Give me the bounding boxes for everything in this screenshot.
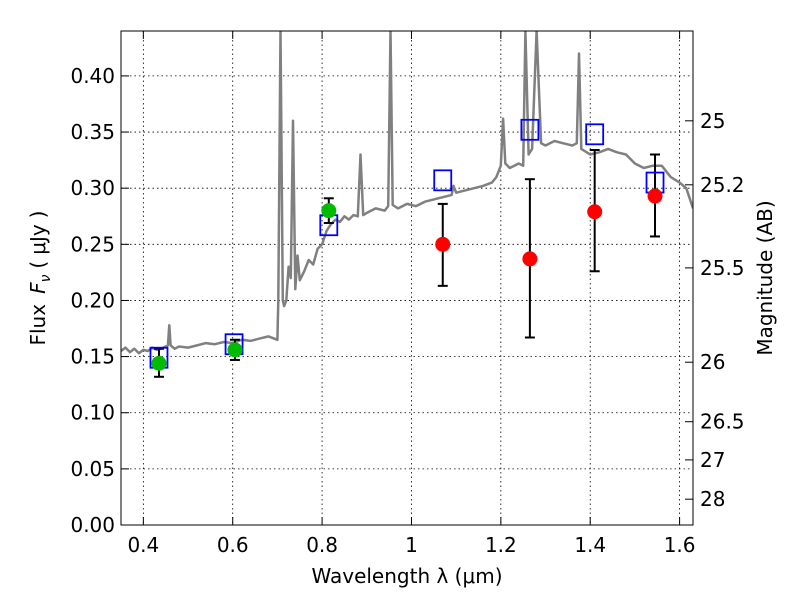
- y-axis-label-subscript: ν: [38, 274, 54, 282]
- x-tick-label: 1.6: [664, 533, 696, 557]
- x-tick-label: 1.2: [485, 533, 517, 557]
- model-square: [520, 118, 540, 141]
- spectrum-line: [121, 31, 693, 355]
- y-tick-label: 0.30: [70, 176, 115, 200]
- nir-point: [587, 204, 603, 220]
- y-tick-label: 0.05: [70, 457, 115, 481]
- y-tick-label: 0.25: [70, 232, 115, 256]
- y-axis-label: Flux Fν ( μJy): [26, 210, 54, 345]
- y-axis-label-symbol: F: [26, 282, 50, 294]
- y-axis-label-close-paren: ): [26, 210, 50, 218]
- optical-point: [321, 203, 337, 219]
- right-tick-label: 28: [700, 487, 725, 511]
- right-tick-label: 26: [700, 350, 725, 374]
- right-tick-label: 25.5: [700, 256, 745, 280]
- y-tick-label: 0.35: [70, 120, 115, 144]
- grid: [121, 31, 693, 526]
- model-square: [433, 169, 453, 192]
- right-tick-label: 26.5: [700, 410, 745, 434]
- y-axis-label-unit: μJy: [26, 224, 50, 255]
- nir-point: [522, 251, 538, 267]
- x-tick-label: 0.4: [127, 533, 159, 557]
- x-tick-label: 0.8: [306, 533, 338, 557]
- optical-point: [151, 355, 167, 371]
- x-tick-label: 1.4: [574, 533, 606, 557]
- x-axis-label: Wavelength λ (μm): [311, 564, 502, 588]
- spectrum-layer: [121, 31, 693, 355]
- plot-frame: [120, 30, 694, 526]
- y-tick-label: 0.10: [70, 401, 115, 425]
- y-tick-label: 0.15: [70, 345, 115, 369]
- right-axis-label: Magnitude (AB): [753, 200, 777, 355]
- nir-point: [647, 188, 663, 204]
- optical-point: [227, 342, 243, 358]
- x-tick-label: 1: [405, 533, 418, 557]
- right-tick-label: 25.2: [700, 173, 745, 197]
- tick-labels: 0.4 0.6 0.8 1 1.2 1.4 1.6 0.00 0.05 0.10 0.15 0.20 0…: [70, 64, 744, 557]
- y-tick-label: 0.40: [70, 64, 115, 88]
- marker-layer: [149, 118, 665, 378]
- y-tick-label: 0.00: [70, 513, 115, 537]
- right-tick-label: 27: [700, 448, 725, 472]
- x-tick-label: 0.6: [217, 533, 249, 557]
- y-tick-label: 0.20: [70, 288, 115, 312]
- model-square: [585, 123, 605, 146]
- right-tick-label: 25: [700, 109, 725, 133]
- y-axis-label-open-paren: (: [26, 261, 50, 269]
- y-axis-label-word: Flux: [26, 304, 50, 346]
- nir-point: [435, 236, 451, 252]
- ticks: [121, 31, 693, 526]
